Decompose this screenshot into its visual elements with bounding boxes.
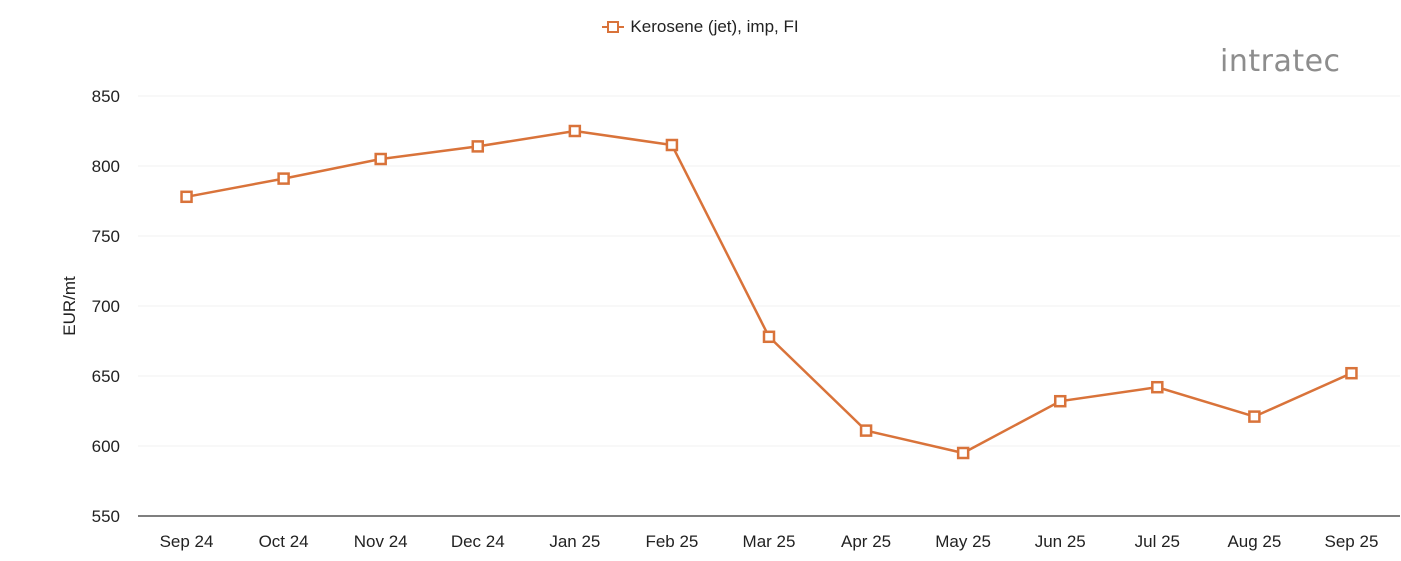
x-tick-label: Jan 25 [549,532,600,551]
x-tick-label: Feb 25 [645,532,698,551]
y-tick-label: 850 [92,87,120,106]
x-tick-label: Sep 24 [160,532,214,551]
intratec-logo: intratec [1220,44,1341,79]
y-tick-label: 650 [92,367,120,386]
gridlines [138,95,1400,447]
data-point-marker[interactable] [956,446,970,460]
data-point-marker[interactable] [568,124,582,138]
y-axis-label: EUR/mt [60,276,79,336]
x-axis-ticks: Sep 24 Oct 24 Nov 24 Dec 24 Jan 25 Feb 25 Mar … [160,532,1379,551]
x-tick-label: Aug 25 [1227,532,1281,551]
x-tick-label: Oct 24 [259,532,309,551]
x-tick-label: Apr 25 [841,532,891,551]
legend-square-marker-icon [602,21,625,33]
x-tick-label: Dec 24 [451,532,505,551]
y-tick-label: 800 [92,157,120,176]
data-point-marker[interactable] [471,140,485,153]
data-point-marker[interactable] [277,172,290,185]
data-point-marker[interactable] [1151,380,1164,394]
data-point-marker[interactable] [859,424,873,437]
y-axis-ticks: 550 600 650 700 750 800 850 [92,87,120,526]
x-tick-label: Jun 25 [1035,532,1086,551]
x-tick-label: Jul 25 [1135,532,1180,551]
data-point-marker[interactable] [762,330,776,344]
data-point-marker[interactable] [665,138,679,152]
legend-label: Kerosene (jet), imp, FI [630,17,799,36]
x-tick-label: Sep 25 [1325,532,1379,551]
chart-legend: Kerosene (jet), imp, FI [0,17,1401,39]
y-tick-label: 550 [92,507,120,526]
legend-item[interactable]: Kerosene (jet), imp, FI [602,17,799,37]
data-point-marker[interactable] [1248,410,1261,423]
series-markers [180,124,1358,460]
data-point-marker[interactable] [180,190,193,204]
x-tick-label: Mar 25 [743,532,796,551]
series-line [186,129,1352,455]
x-tick-label: Nov 24 [354,532,408,551]
x-tick-label: May 25 [935,532,991,551]
logo-text: intratec [1220,44,1341,79]
data-point-marker[interactable] [1053,394,1067,408]
y-tick-label: 600 [92,437,120,456]
y-tick-label: 700 [92,297,120,316]
y-tick-label: 750 [92,227,120,246]
data-point-marker[interactable] [1345,366,1358,380]
data-point-marker[interactable] [374,152,387,166]
